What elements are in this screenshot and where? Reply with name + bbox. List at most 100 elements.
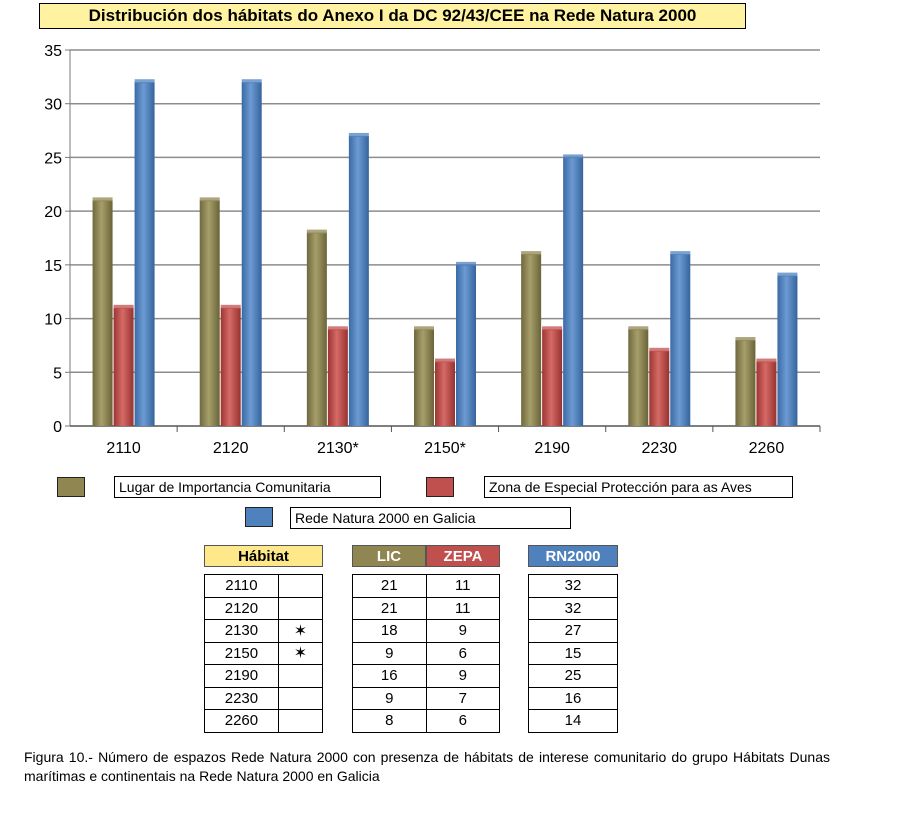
bar-rn2000 [670,254,691,426]
bar-rn2000 [348,135,369,426]
priority-star-icon: ✶ [277,619,324,643]
bar-cap [414,326,434,331]
bar-cap [777,272,798,277]
rn2000-cell: 25 [528,664,618,688]
table-row: 32 [528,574,618,598]
bar-rn2000 [777,275,798,426]
table-row: 14 [528,709,618,733]
legend-label-lic: Lugar de Importancia Comunitaria [114,476,381,498]
bar-cap [628,326,649,331]
bar-cap [306,229,327,234]
zepa-cell: 7 [425,686,500,710]
habitat-code-cell: 2260 [204,709,279,733]
y-tick-label: 15 [44,258,62,275]
legend-swatch-zepa [426,477,454,497]
legend-label-rn2000: Rede Natura 2000 en Galicia [290,507,571,529]
table-row: 21 11 [352,574,500,598]
habitat-table: 2110 2120 2130 ✶ 2150 ✶ 2190 2230 2260 [204,574,324,733]
table-row: 16 [528,686,618,710]
lic-cell: 21 [352,574,427,598]
bar-cap [241,79,262,84]
bar-rn2000 [456,264,476,426]
y-tick-label: 10 [44,312,62,329]
bar-lic [521,254,542,426]
zepa-header: ZEPA [426,545,500,567]
y-tick-label: 35 [44,43,62,60]
habitat-code-cell: 2150 [204,641,279,665]
bar-zepa [113,307,134,426]
rn2000-cell: 14 [528,709,618,733]
lic-cell: 21 [352,596,427,620]
priority-star-icon: ✶ [277,641,324,665]
table-row: 2130 ✶ [204,619,324,643]
bar-cap [134,79,155,84]
lic-cell: 9 [352,641,427,665]
bar-zepa [220,307,241,426]
lic-header: LIC [352,545,426,567]
table-row: 2150 ✶ [204,641,324,665]
bar-zepa [435,361,455,426]
table-row: 2260 [204,709,324,733]
zepa-cell: 9 [425,619,500,643]
bar-cap [220,304,241,309]
zepa-cell: 11 [425,574,500,598]
habitat-code-cell: 2110 [204,574,279,598]
lic-cell: 9 [352,686,427,710]
bar-zepa [542,329,563,426]
rn2000-table: 32 32 27 15 25 16 14 [528,574,618,733]
bar-lic [735,340,756,426]
bar-cap [670,251,691,256]
x-tick-label: 2260 [749,440,785,457]
bar-cap [756,358,777,363]
x-tick-label: 2130* [317,440,359,457]
bar-cap [563,154,584,159]
priority-star-icon [277,596,324,620]
y-tick-label: 25 [44,150,62,167]
y-tick-label: 20 [44,204,62,221]
habitat-header: Hábitat [204,545,323,567]
bar-lic [414,329,434,426]
y-tick-label: 30 [44,97,62,114]
table-row: 32 [528,596,618,620]
rn2000-cell: 15 [528,641,618,665]
table-row: 2230 [204,686,324,710]
bar-cap [649,347,670,352]
bar-rn2000 [134,82,155,426]
bar-zepa [756,361,777,426]
habitat-code-cell: 2230 [204,686,279,710]
table-row: 25 [528,664,618,688]
habitat-code-cell: 2120 [204,596,279,620]
bar-cap [113,304,134,309]
habitat-code-cell: 2190 [204,664,279,688]
lic-cell: 16 [352,664,427,688]
zepa-cell: 11 [425,596,500,620]
bar-zepa [327,329,348,426]
bar-cap [327,326,348,331]
figure-caption: Figura 10.- Número de espazos Rede Natur… [24,749,830,784]
bar-lic [628,329,649,426]
lic-cell: 18 [352,619,427,643]
bar-lic [306,232,327,426]
rn2000-cell: 32 [528,596,618,620]
habitat-code-cell: 2130 [204,619,279,643]
table-row: 16 9 [352,664,500,688]
priority-star-icon [277,664,324,688]
table-row: 2190 [204,664,324,688]
bar-rn2000 [563,157,584,426]
x-tick-label: 2110 [106,440,141,457]
bar-zepa [649,350,670,426]
bar-lic [199,200,220,426]
legend-swatch-lic [57,477,85,497]
x-tick-label: 2120 [213,440,249,457]
bar-cap [199,197,220,202]
zepa-cell: 9 [425,664,500,688]
bar-cap [542,326,563,331]
x-tick-label: 2230 [641,440,677,457]
lic-zepa-table: 21 11 21 11 18 9 9 6 16 9 9 7 8 6 [352,574,500,733]
lic-cell: 8 [352,709,427,733]
bar-chart: 0 5 10 15 20 25 30 35 2110 2120 2130* 2150* 2190 2230… [44,43,821,457]
legend-swatch-rn2000 [245,507,273,527]
